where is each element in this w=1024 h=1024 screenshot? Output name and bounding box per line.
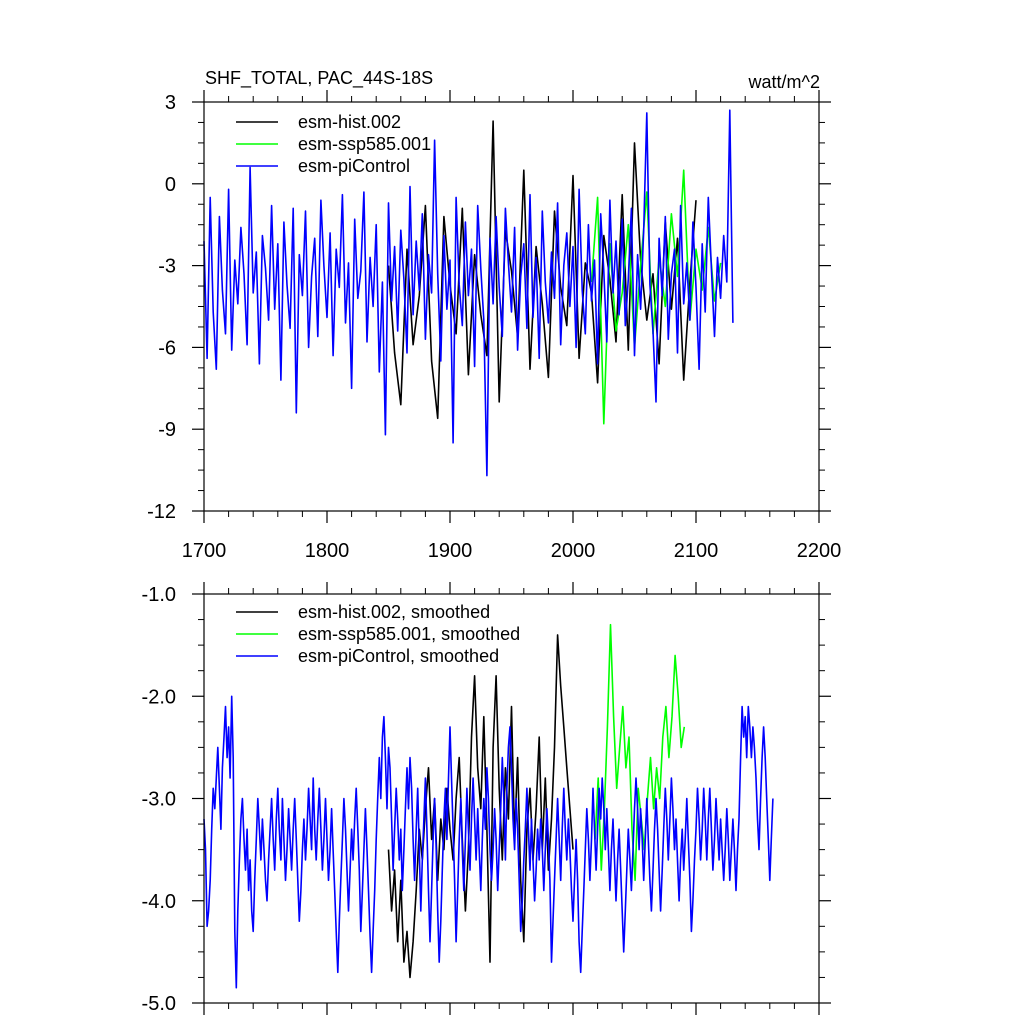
top-axes: -12 -9 -6 -3 0 3 1700 1800 1900 2000 2100 2200 [147,90,841,562]
top-ytick-label: 3 [165,92,176,114]
top-panel-title: SHF_TOTAL, PAC_44S-18S [205,68,433,89]
bottom-ytick-label: -4.0 [142,891,176,913]
top-xtick-label: 2000 [551,540,596,562]
bottom-ytick-label: -3.0 [142,789,176,811]
bottom-panel: -5.0 -4.0 -3.0 -2.0 -1.0 esm-hist.002, smoot… [142,582,831,1015]
bottom-ytick-label: -1.0 [142,584,176,606]
bottom-series-line-3 [203,695,774,989]
top-ytick-label: -6 [158,337,176,359]
bottom-axes: -5.0 -4.0 -3.0 -2.0 -1.0 [142,582,831,1015]
top-legend-label-3: esm-piControl [298,156,410,176]
top-ytick-label: -3 [158,256,176,278]
top-xtick-label: 2100 [674,540,719,562]
top-ytick-label: -9 [158,419,176,441]
bottom-legend-label-3: esm-piControl, smoothed [298,646,499,666]
top-ytick-label: 0 [165,174,176,196]
bottom-series-group [203,623,774,989]
top-panel: SHF_TOTAL, PAC_44S-18S watt/m^2 -12-9-6-… [147,68,841,562]
bottom-legend-label-2: esm-ssp585.001, smoothed [298,624,520,644]
top-panel-units: watt/m^2 [748,72,820,92]
top-legend-label-2: esm-ssp585.001 [298,134,431,154]
top-series-group [203,109,734,477]
bottom-series-line-2 [594,623,686,882]
top-xtick-label: 1800 [305,540,350,562]
bottom-ytick-label: -5.0 [142,993,176,1015]
top-series-line-3 [203,109,734,477]
bottom-legend-label-1: esm-hist.002, smoothed [298,602,490,622]
top-ytick-label: -12 [147,501,176,523]
top-xtick-label: 1900 [428,540,473,562]
top-xtick-label: 1700 [182,540,227,562]
bottom-ytick-label: -2.0 [142,686,176,708]
top-legend-label-1: esm-hist.002 [298,112,401,132]
top-xtick-label: 2200 [797,540,842,562]
